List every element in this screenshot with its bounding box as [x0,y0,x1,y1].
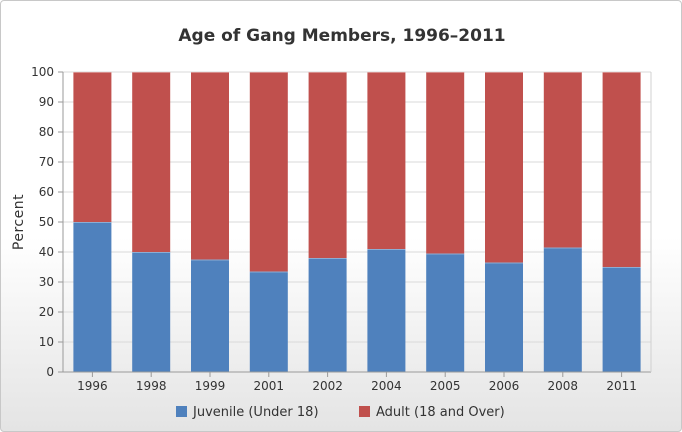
bar-juvenile-2002 [308,258,347,372]
legend-label-adult: Adult (18 and Over) [376,405,505,420]
bar-adult-2005 [426,72,465,254]
x-tick-label-2011: 2011 [606,379,637,393]
legend: Juvenile (Under 18) Adult (18 and Over) [176,405,505,420]
bar-adult-1999 [191,72,229,260]
legend-swatch-juvenile [176,406,187,417]
x-tick-label-2005: 2005 [430,379,461,393]
x-tick-label-1999: 1999 [195,379,226,393]
bar-juvenile-2001 [249,271,288,372]
y-tick-label-100: 100 [31,65,54,79]
bar-juvenile-1999 [191,259,229,372]
y-tick-label-40: 40 [39,245,54,259]
bar-adult-1998 [132,72,171,252]
y-tick-label-0: 0 [46,365,54,379]
x-tick-label-2008: 2008 [548,379,579,393]
bar-adult-2006 [485,72,523,263]
axes: 0 10 20 30 40 50 60 70 80 90 100 1996 1998 1999 2001 20… [31,65,652,393]
legend-swatch-adult [359,406,370,417]
bar-juvenile-2011 [602,267,641,372]
bar-adult-2004 [367,72,406,249]
bar-juvenile-1998 [132,252,171,372]
x-tick-label-2001: 2001 [254,379,285,393]
bar-juvenile-1996 [73,222,112,372]
bar-juvenile-2006 [485,262,523,372]
y-tick-label-60: 60 [39,185,54,199]
bar-adult-1996 [73,72,112,222]
bar-adult-2002 [308,72,347,258]
x-tick-label-1998: 1998 [136,379,167,393]
chart-title: Age of Gang Members, 1996–2011 [178,26,505,46]
x-tick-label-1996: 1996 [77,379,108,393]
y-tick-label-20: 20 [39,305,54,319]
x-tick-label-2002: 2002 [312,379,343,393]
y-tick-label-70: 70 [39,155,54,169]
y-axis-label: Percent [11,194,27,250]
y-tick-label-50: 50 [39,215,54,229]
y-tick-label-90: 90 [39,95,54,109]
bars [73,72,641,372]
bar-adult-2011 [602,72,641,267]
x-tick-label-2006: 2006 [489,379,520,393]
y-tick-label-30: 30 [39,275,54,289]
bar-adult-2001 [249,72,288,272]
y-tick-label-10: 10 [39,335,54,349]
y-tick-label-80: 80 [39,125,54,139]
x-tick-label-2004: 2004 [371,379,402,393]
bar-juvenile-2004 [367,249,406,372]
bar-adult-2008 [543,72,582,248]
bar-juvenile-2008 [543,247,582,372]
legend-label-juvenile: Juvenile (Under 18) [192,405,319,420]
bar-juvenile-2005 [426,253,465,372]
